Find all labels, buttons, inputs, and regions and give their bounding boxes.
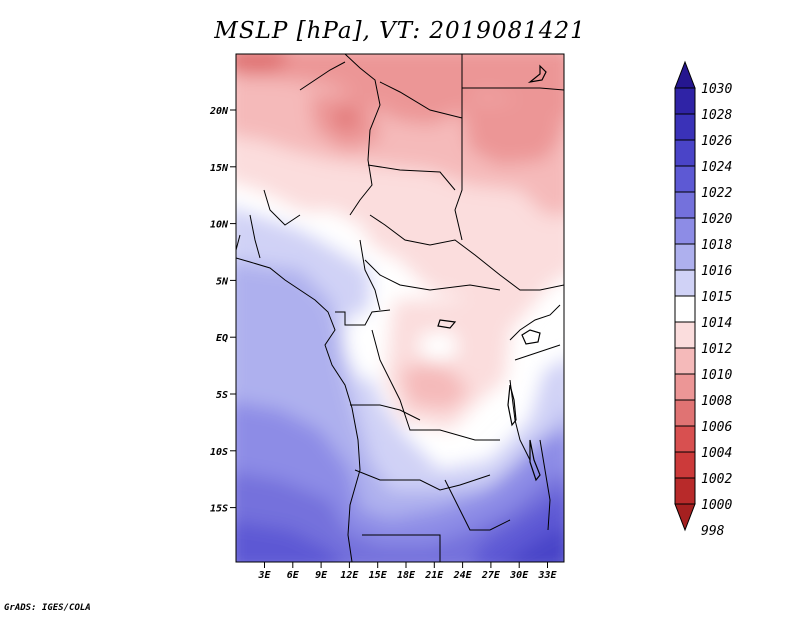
colorbar-label: 1010 xyxy=(701,368,732,383)
colorbar-swatch xyxy=(674,295,696,323)
colorbar-label: 1012 xyxy=(701,342,732,357)
lat-label: 5N xyxy=(216,276,229,287)
colorbar-label: 1014 xyxy=(701,316,732,331)
colorbar-swatch xyxy=(674,477,696,505)
lat-label: 20N xyxy=(209,106,229,117)
lon-label: 6E xyxy=(287,570,300,581)
colorbar-swatch xyxy=(674,139,696,167)
colorbar-label: 1004 xyxy=(701,446,732,461)
colorbar-label: 1028 xyxy=(701,108,732,123)
colorbar-label: 1030 xyxy=(701,82,732,97)
colorbar-swatch xyxy=(674,399,696,427)
colorbar-label: 1022 xyxy=(701,186,732,201)
colorbar-label: 1002 xyxy=(701,472,732,487)
lon-label: 15E xyxy=(369,570,388,581)
colorbar-label: 1016 xyxy=(701,264,732,279)
lon-label: 21E xyxy=(424,570,444,581)
pressure-field xyxy=(236,54,564,562)
lon-label: 27E xyxy=(481,570,501,581)
lat-label: 15N xyxy=(210,163,229,174)
colorbar-label: 1000 xyxy=(701,498,732,513)
colorbar-label: 998 xyxy=(701,524,725,539)
colorbar-swatch xyxy=(674,425,696,453)
colorbar-swatch xyxy=(674,269,696,297)
lon-label: 3E xyxy=(257,570,271,581)
colorbar-label: 1024 xyxy=(701,160,732,175)
colorbar-label: 1026 xyxy=(701,134,732,149)
lon-label: 30E xyxy=(509,570,529,581)
lat-label: 10N xyxy=(210,220,229,231)
latitude-axis: 20N 15N 10N 5N EQ 5S 10S 15S xyxy=(209,106,236,515)
lon-label: 33E xyxy=(537,570,557,581)
colorbar-label: 1015 xyxy=(701,290,732,305)
lat-label: 15S xyxy=(210,504,228,515)
grads-credit: GrADS: IGES/COLA xyxy=(4,603,91,613)
map-frame xyxy=(235,53,565,563)
colorbar: 1030 1028 1026 1024 1022 1020 1018 1016 1015 1014… xyxy=(674,60,732,539)
colorbar-swatch xyxy=(674,373,696,401)
colorbar-swatch xyxy=(674,165,696,193)
colorbar-max-arrow xyxy=(674,60,696,89)
lat-label: EQ xyxy=(216,333,228,344)
lon-label: 18E xyxy=(397,570,416,581)
colorbar-label: 1020 xyxy=(701,212,732,227)
lon-label: 24E xyxy=(453,570,473,581)
map-title: MSLP [hPa], VT: 2019081421 xyxy=(214,18,586,44)
colorbar-swatch xyxy=(674,321,696,349)
colorbar-label: 1018 xyxy=(701,238,732,253)
colorbar-label: 1006 xyxy=(701,420,732,435)
colorbar-swatch xyxy=(674,113,696,141)
colorbar-swatch xyxy=(674,191,696,219)
lakes xyxy=(437,64,547,482)
colorbar-swatch xyxy=(674,217,696,245)
colorbar-swatch xyxy=(674,347,696,375)
longitude-axis: 3E 6E 9E 12E 15E 18E 21E 24E 27E 30E 33E xyxy=(257,562,558,581)
country-borders xyxy=(236,54,564,562)
lon-label: 12E xyxy=(340,570,359,581)
lat-label: 10S xyxy=(210,447,228,458)
colorbar-swatch xyxy=(674,243,696,271)
lat-label: 5S xyxy=(216,390,228,401)
colorbar-swatch xyxy=(674,87,696,115)
colorbar-swatch xyxy=(674,451,696,479)
colorbar-min-arrow xyxy=(674,503,696,532)
colorbar-label: 1008 xyxy=(701,394,732,409)
lon-label: 9E xyxy=(315,570,328,581)
